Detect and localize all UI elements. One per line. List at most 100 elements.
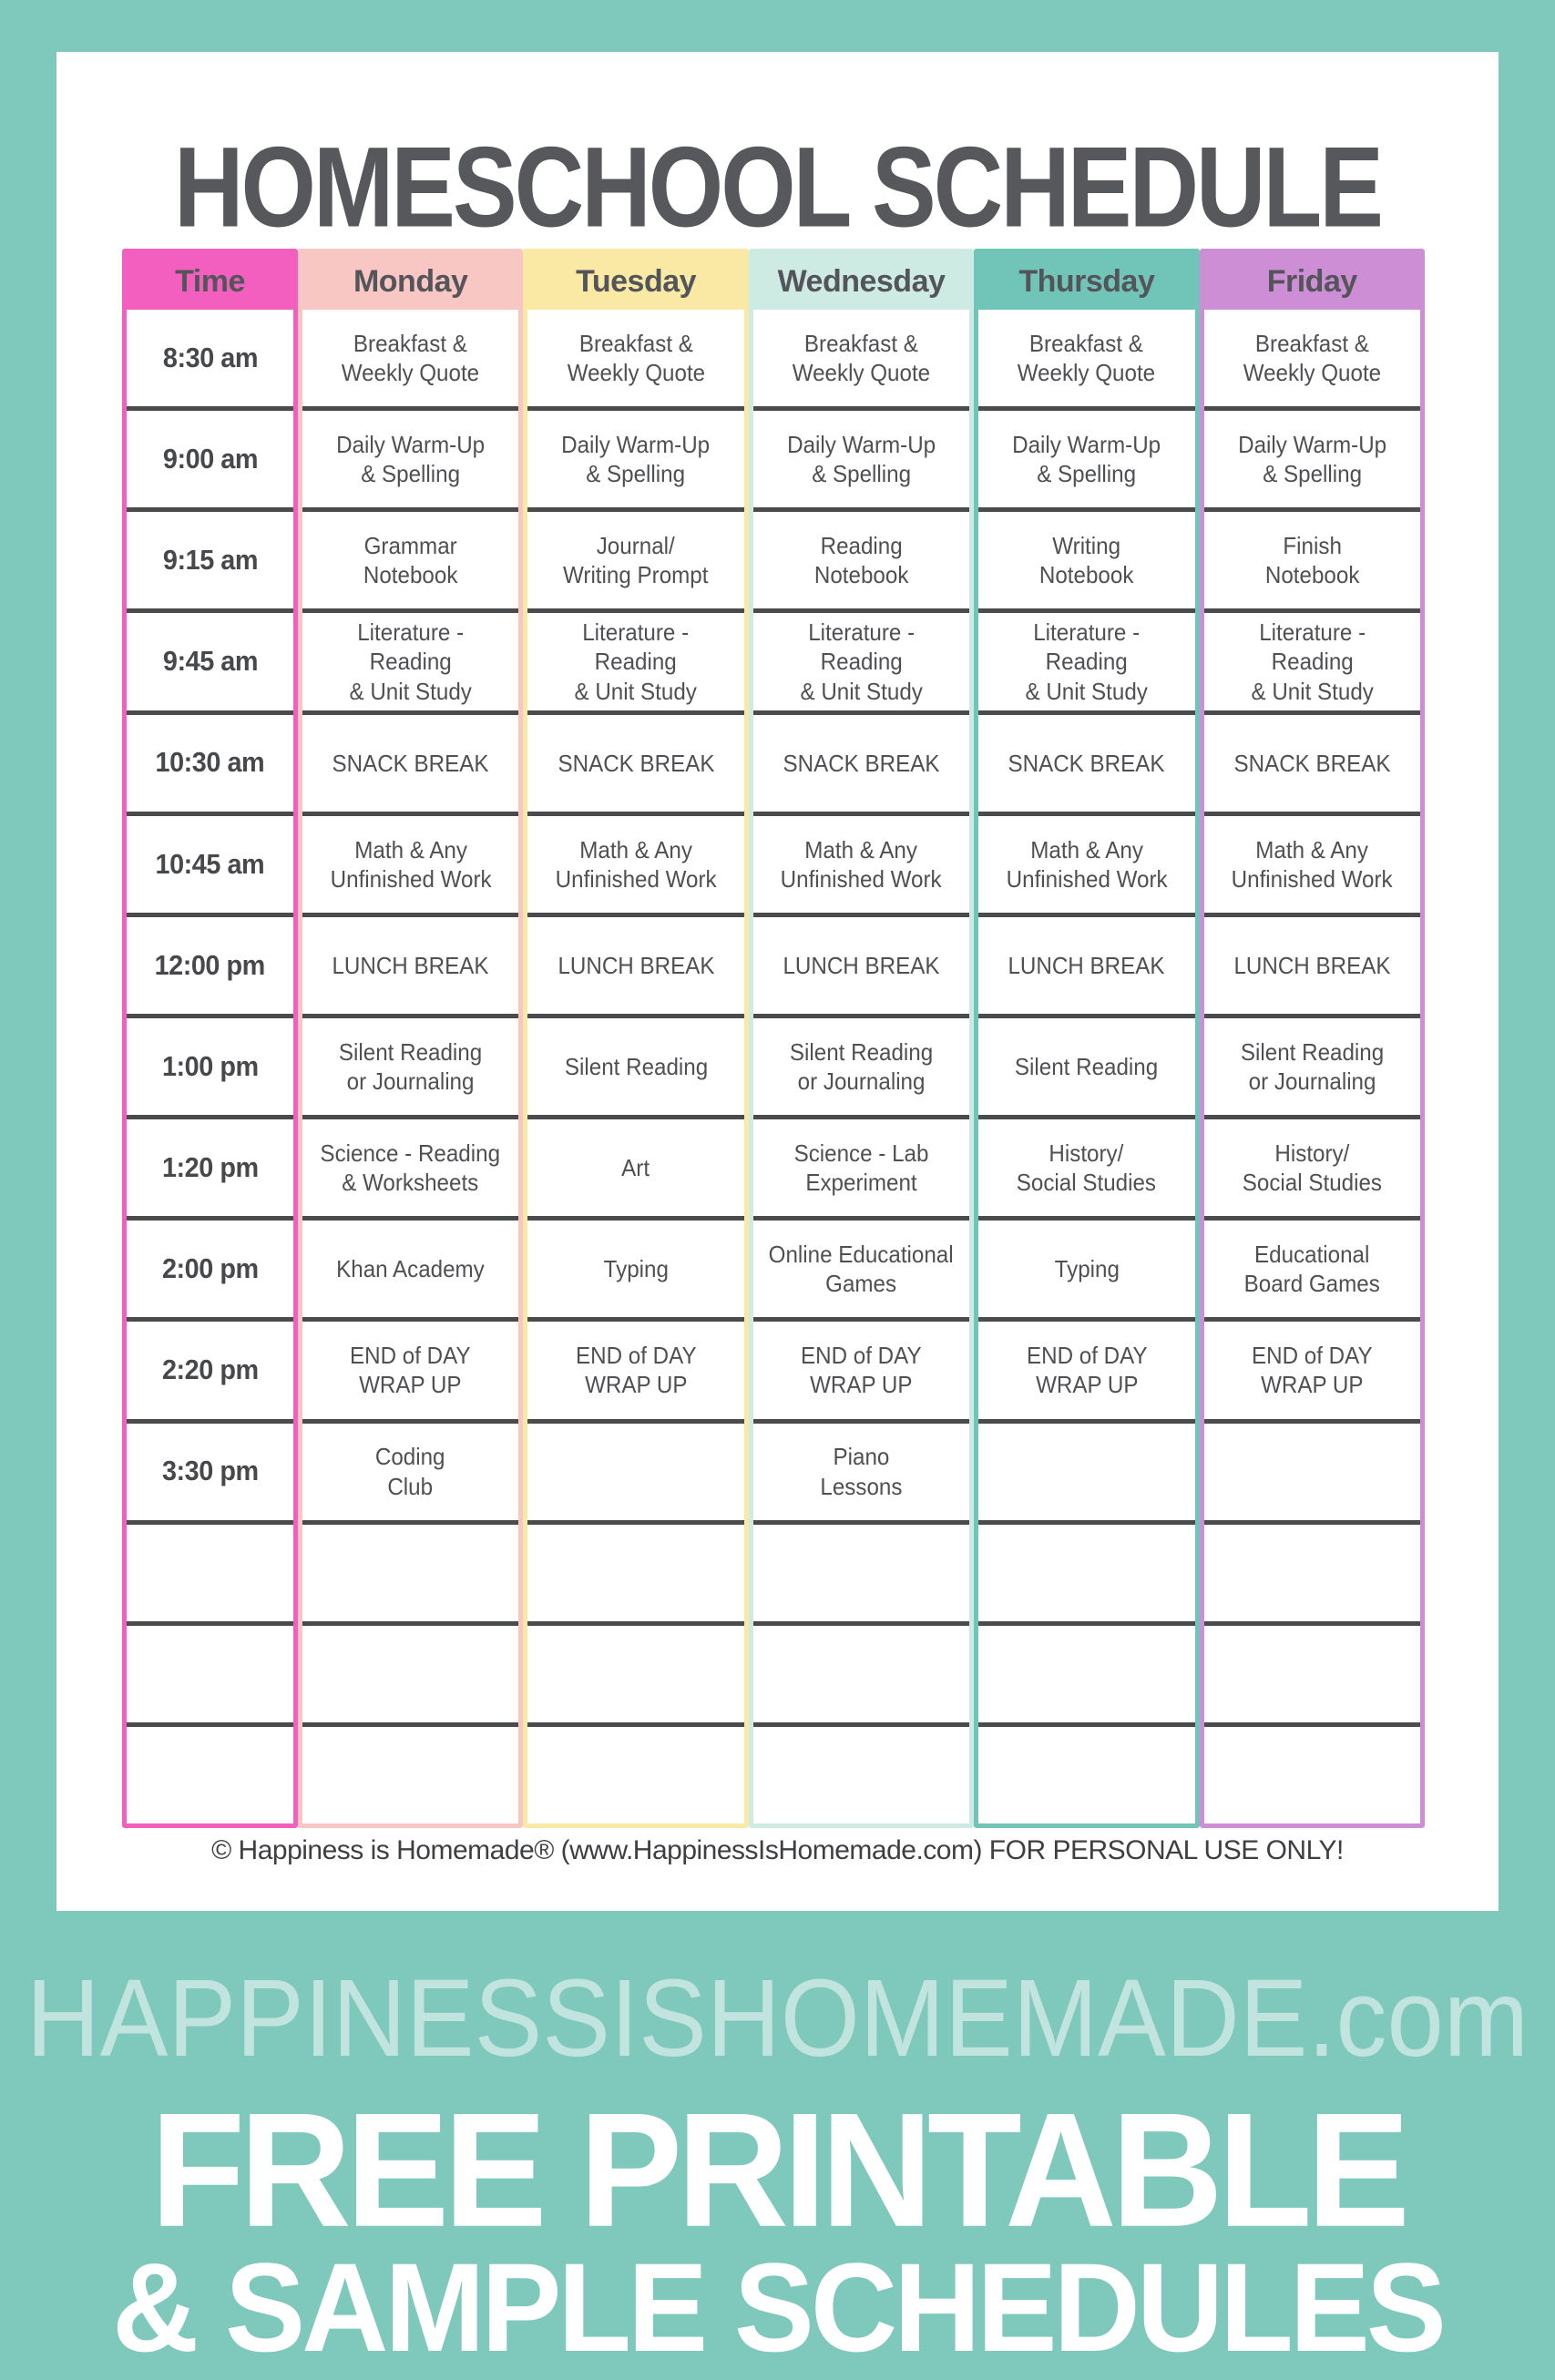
schedule-cell-wednesday: Science - Lab Experiment	[752, 1119, 970, 1221]
schedule-cell-wednesday: Math & Any Unfinished Work	[752, 816, 970, 917]
activity-label: LUNCH BREAK	[1233, 951, 1391, 979]
schedule-cell-thursday	[978, 1727, 1194, 1823]
time-label: 2:20 pm	[161, 1353, 259, 1386]
activity-label: END of DAY WRAP UP	[1251, 1342, 1373, 1399]
schedule-cell-tuesday: SNACK BREAK	[527, 715, 744, 816]
column-header-friday: Friday	[1203, 253, 1420, 310]
schedule-cell-wednesday: Reading Notebook	[752, 512, 970, 614]
activity-label: History/ Social Studies	[1017, 1139, 1157, 1197]
schedule-cell-thursday: Math & Any Unfinished Work	[978, 816, 1195, 917]
column-body-wednesday: Breakfast & Weekly Quote Daily Warm-Up & …	[752, 310, 970, 1823]
bottom-banner: HAPPINESSISHOMEMADE.com FREE PRINTABLE &…	[0, 1911, 1555, 2377]
activity-label: END of DAY WRAP UP	[350, 1342, 471, 1399]
activity-label: Literature - Reading & Unit Study	[1251, 618, 1374, 705]
time-cell: 12:00 pm	[127, 917, 293, 1018]
activity-label: Educational Board Games	[1243, 1241, 1380, 1298]
time-label: 9:00 am	[162, 442, 258, 475]
activity-label: Silent Reading	[1015, 1052, 1159, 1080]
schedule-cell-thursday: Literature - Reading & Unit Study	[978, 613, 1195, 715]
activity-label: SNACK BREAK	[1233, 749, 1391, 777]
time-label: 8:30 am	[162, 341, 258, 373]
time-cell: 10:30 am	[127, 715, 293, 816]
schedule-cell-monday: END of DAY WRAP UP	[302, 1322, 519, 1424]
schedule-cell-wednesday: Piano Lessons	[752, 1424, 970, 1525]
schedule-cell-friday: Daily Warm-Up & Spelling	[1203, 411, 1420, 513]
activity-label: Online Educational Games	[768, 1241, 954, 1298]
schedule-cell-tuesday: Art	[527, 1119, 744, 1221]
schedule-cell-friday: Literature - Reading & Unit Study	[1203, 613, 1420, 715]
activity-label: Breakfast & Weekly Quote	[1018, 329, 1156, 387]
time-cell: 3:30 pm	[127, 1424, 293, 1525]
schedule-cell-tuesday	[527, 1424, 744, 1525]
activity-label: Typing	[1054, 1255, 1120, 1283]
schedule-cell-monday: Science - Reading & Worksheets	[302, 1119, 519, 1221]
banner-subheadline: & SAMPLE SCHEDULES	[112, 2237, 1447, 2378]
column-header-tuesday: Tuesday	[527, 253, 744, 310]
schedule-cell-thursday	[978, 1525, 1195, 1626]
schedule-cell-thursday: Writing Notebook	[978, 512, 1195, 614]
activity-label: Literature - Reading & Unit Study	[574, 618, 698, 705]
activity-label: Literature - Reading & Unit Study	[349, 618, 472, 705]
time-cell: 10:45 am	[127, 816, 293, 917]
activity-label: END of DAY WRAP UP	[801, 1342, 922, 1399]
time-cell: 8:30 am	[127, 310, 293, 412]
column-body-monday: Breakfast & Weekly Quote Daily Warm-Up & …	[302, 310, 519, 1823]
schedule-cell-thursday: History/ Social Studies	[978, 1119, 1195, 1221]
schedule-cell-wednesday: SNACK BREAK	[752, 715, 970, 816]
activity-label: LUNCH BREAK	[783, 951, 940, 979]
activity-label: Finish Notebook	[1264, 532, 1360, 589]
schedule-cell-wednesday: Daily Warm-Up & Spelling	[752, 411, 970, 513]
activity-label: Math & Any Unfinished Work	[1006, 835, 1168, 893]
schedule-cell-thursday: Daily Warm-Up & Spelling	[978, 411, 1195, 513]
banner-headline: FREE PRINTABLE	[150, 2079, 1410, 2262]
activity-label: SNACK BREAK	[783, 749, 940, 777]
activity-label: SNACK BREAK	[558, 749, 715, 777]
time-cell: 9:15 am	[127, 512, 293, 614]
activity-label: Math & Any Unfinished Work	[1231, 835, 1393, 893]
schedule-cell-monday: Daily Warm-Up & Spelling	[302, 411, 519, 513]
schedule-column-thursday: Thursday Breakfast & Weekly Quote Daily Wa…	[974, 249, 1200, 1828]
schedule-cell-tuesday: Daily Warm-Up & Spelling	[527, 411, 744, 513]
column-header-time: Time	[127, 253, 293, 310]
schedule-cell-monday: Coding Club	[302, 1424, 519, 1525]
schedule-cell-thursday: END of DAY WRAP UP	[978, 1322, 1195, 1424]
activity-label: Breakfast & Weekly Quote	[341, 329, 480, 387]
time-label: 12:00 pm	[154, 948, 266, 981]
column-header-thursday: Thursday	[978, 253, 1195, 310]
activity-label: Reading Notebook	[813, 532, 909, 589]
activity-label: SNACK BREAK	[332, 749, 489, 777]
schedule-cell-monday: Khan Academy	[302, 1221, 519, 1323]
activity-label: History/ Social Studies	[1242, 1139, 1382, 1197]
activity-label: Breakfast & Weekly Quote	[792, 329, 931, 387]
activity-label: Piano Lessons	[820, 1443, 903, 1500]
schedule-cell-thursday	[978, 1626, 1195, 1727]
column-body-thursday: Breakfast & Weekly Quote Daily Warm-Up & …	[978, 310, 1195, 1823]
schedule-cell-friday	[1203, 1626, 1420, 1727]
page-title: HOMESCHOOL SCHEDULE	[173, 124, 1384, 251]
column-header-wednesday: Wednesday	[752, 253, 970, 310]
activity-label: Breakfast & Weekly Quote	[1243, 329, 1381, 387]
schedule-column-wednesday: Wednesday Breakfast & Weekly Quote Daily W…	[748, 249, 975, 1828]
activity-label: Breakfast & Weekly Quote	[567, 329, 705, 387]
time-cell	[127, 1525, 293, 1626]
activity-label: Literature - Reading & Unit Study	[1025, 618, 1149, 705]
time-cell: 9:00 am	[127, 411, 293, 513]
activity-label: Writing Notebook	[1039, 532, 1134, 589]
schedule-cell-friday: Math & Any Unfinished Work	[1203, 816, 1420, 917]
activity-label: Science - Reading & Worksheets	[320, 1139, 501, 1197]
schedule-cell-thursday: Typing	[978, 1221, 1195, 1323]
time-label: 9:45 am	[162, 645, 258, 678]
activity-label: END of DAY WRAP UP	[1026, 1342, 1148, 1399]
schedule-cell-friday: Silent Reading or Journaling	[1203, 1018, 1420, 1120]
activity-label: Grammar Notebook	[363, 532, 458, 589]
schedule-cell-monday: Math & Any Unfinished Work	[302, 816, 519, 917]
schedule-cell-tuesday	[527, 1727, 743, 1823]
activity-label: Coding Club	[375, 1443, 446, 1500]
schedule-cell-friday: History/ Social Studies	[1203, 1119, 1420, 1221]
schedule-column-time: Time 8:30 am 9:00 am 9:15 am 9:45 am 10:30 am…	[122, 249, 298, 1828]
schedule-column-friday: Friday Breakfast & Weekly Quote Daily Warm…	[1199, 249, 1425, 1828]
schedule-cell-tuesday: LUNCH BREAK	[527, 917, 744, 1018]
time-cell: 2:20 pm	[127, 1322, 293, 1424]
schedule-cell-wednesday: Silent Reading or Journaling	[752, 1018, 970, 1120]
schedule-cell-wednesday: END of DAY WRAP UP	[752, 1322, 970, 1424]
